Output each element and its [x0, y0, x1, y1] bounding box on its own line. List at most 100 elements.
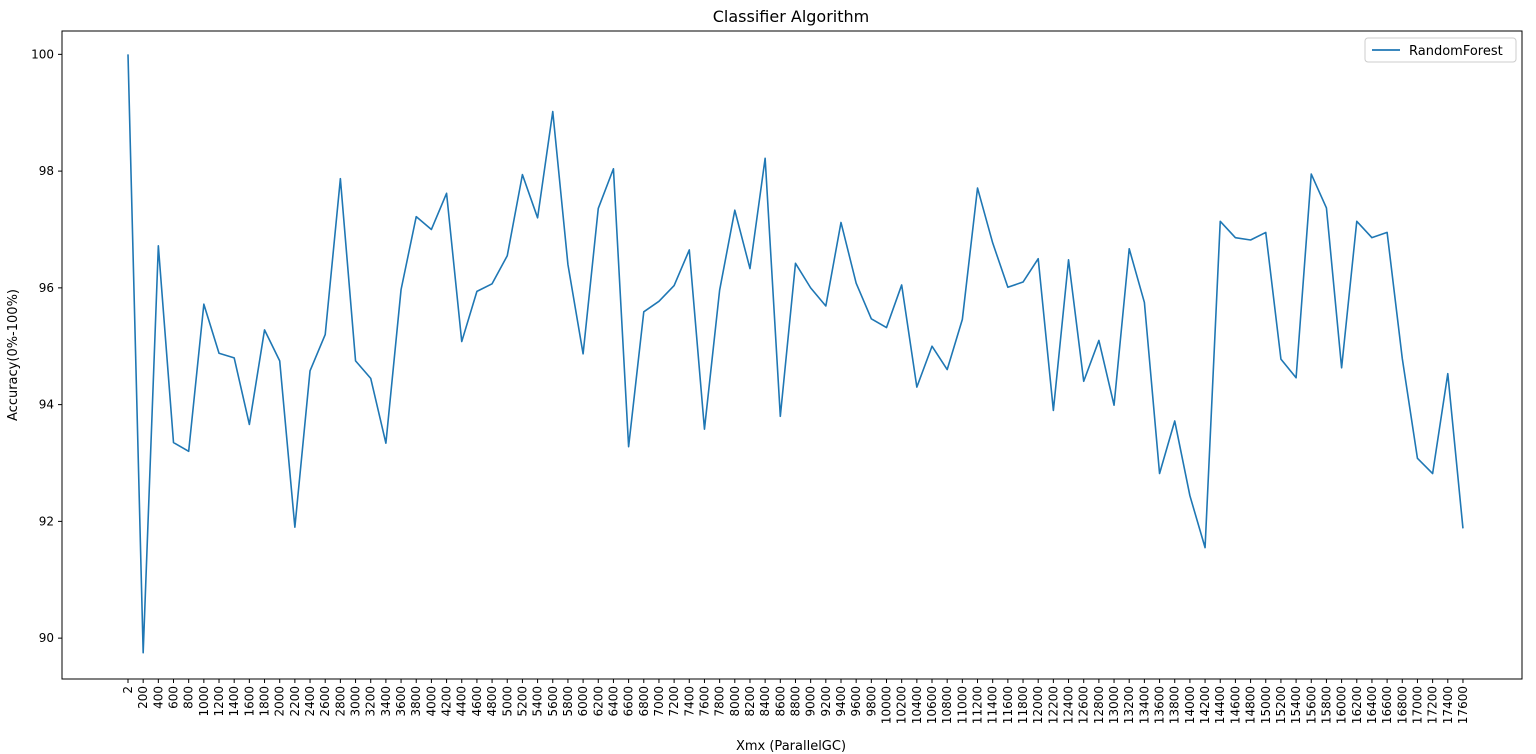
x-tick-label: 5400 [531, 686, 545, 717]
x-tick-label: 14200 [1198, 686, 1212, 724]
x-tick-label: 6000 [576, 686, 590, 717]
x-tick-label: 7000 [652, 686, 666, 717]
x-tick-label: 15800 [1319, 686, 1333, 724]
x-tick-label: 3000 [349, 686, 363, 717]
x-tick-label: 5000 [500, 686, 514, 717]
y-tick-label: 92 [39, 514, 54, 528]
x-tick-label: 14000 [1183, 686, 1197, 724]
x-tick-label: 12600 [1077, 686, 1091, 724]
x-tick-label: 9600 [849, 686, 863, 717]
x-tick-label: 10400 [910, 686, 924, 724]
x-tick-label: 12000 [1031, 686, 1045, 724]
y-axis: 90 92 94 96 98 100 [31, 47, 62, 645]
x-tick-label: 1200 [212, 686, 226, 717]
x-tick-label: 5800 [561, 686, 575, 717]
x-tick-label: 7400 [682, 686, 696, 717]
x-tick-label: 17200 [1426, 686, 1440, 724]
x-tick-label: 4800 [485, 686, 499, 717]
x-tick-label: 2600 [318, 686, 332, 717]
x-tick-label: 4200 [440, 686, 454, 717]
y-axis-title: Accuracy(0%-100%) [6, 289, 21, 421]
x-tick-label: 2800 [333, 686, 347, 717]
x-tick-label: 3800 [409, 686, 423, 717]
x-tick-label: 10800 [940, 686, 954, 724]
legend-label: RandomForest [1409, 44, 1503, 59]
x-tick-label: 2400 [303, 686, 317, 717]
x-tick-label: 13600 [1153, 686, 1167, 724]
x-tick-label: 16800 [1395, 686, 1409, 724]
x-tick-label: 3600 [394, 686, 408, 717]
x-tick-label: 2 [121, 686, 135, 694]
x-tick-label: 11600 [1001, 686, 1015, 724]
x-tick-label: 600 [167, 686, 181, 709]
x-tick-label: 9400 [834, 686, 848, 717]
x-tick-label: 11000 [955, 686, 969, 724]
x-tick-label: 15200 [1274, 686, 1288, 724]
x-tick-label: 6800 [637, 686, 651, 717]
x-tick-label: 400 [151, 686, 165, 709]
x-tick-label: 3200 [364, 686, 378, 717]
x-tick-label: 11400 [986, 686, 1000, 724]
x-tick-label: 16200 [1350, 686, 1364, 724]
x-axis-title: Xmx (ParallelGC) [736, 739, 846, 754]
x-tick-label: 8200 [743, 686, 757, 717]
x-tick-label: 1600 [242, 686, 256, 717]
x-tick-label: 17400 [1441, 686, 1455, 724]
x-tick-label: 16400 [1365, 686, 1379, 724]
x-tick-label: 7200 [667, 686, 681, 717]
x-tick-label: 13800 [1168, 686, 1182, 724]
x-tick-label: 12800 [1092, 686, 1106, 724]
x-tick-label: 5200 [515, 686, 529, 717]
x-tick-label: 2200 [288, 686, 302, 717]
x-tick-label: 6600 [622, 686, 636, 717]
x-tick-label: 13200 [1122, 686, 1136, 724]
x-tick-label: 800 [182, 686, 196, 709]
chart-title: Classifier Algorithm [713, 7, 869, 26]
x-tick-label: 17000 [1410, 686, 1424, 724]
x-tick-label: 1000 [197, 686, 211, 717]
x-tick-label: 2000 [273, 686, 287, 717]
x-tick-label: 10600 [925, 686, 939, 724]
x-tick-label: 13000 [1107, 686, 1121, 724]
x-tick-label: 15000 [1259, 686, 1273, 724]
x-tick-label: 6200 [591, 686, 605, 717]
x-tick-label: 9000 [804, 686, 818, 717]
x-tick-label: 16000 [1335, 686, 1349, 724]
plot-area [61, 30, 1523, 680]
x-tick-label: 13400 [1137, 686, 1151, 724]
x-tick-label: 10000 [880, 686, 894, 724]
x-tick-label: 15600 [1304, 686, 1318, 724]
y-tick-label: 94 [39, 398, 54, 412]
x-tick-label: 8600 [773, 686, 787, 717]
y-tick-label: 98 [39, 164, 54, 178]
x-tick-label: 6400 [606, 686, 620, 717]
x-tick-label: 12200 [1046, 686, 1060, 724]
x-tick-label: 15400 [1289, 686, 1303, 724]
x-tick-label: 17600 [1456, 686, 1470, 724]
x-tick-label: 12400 [1062, 686, 1076, 724]
x-tick-label: 4600 [470, 686, 484, 717]
x-tick-label: 9200 [819, 686, 833, 717]
x-tick-label: 14600 [1228, 686, 1242, 724]
legend-box [1364, 37, 1517, 63]
x-tick-label: 9800 [864, 686, 878, 717]
x-tick-label: 5600 [546, 686, 560, 717]
x-tick-label: 8800 [788, 686, 802, 717]
x-tick-label: 4400 [455, 686, 469, 717]
legend: RandomForest [1364, 37, 1517, 63]
x-tick-label: 7800 [713, 686, 727, 717]
x-tick-label: 8400 [758, 686, 772, 717]
y-tick-label: 90 [39, 631, 54, 645]
x-tick-label: 10200 [895, 686, 909, 724]
x-tick-label: 16600 [1380, 686, 1394, 724]
y-tick-label: 100 [31, 47, 54, 61]
x-tick-label: 1800 [258, 686, 272, 717]
x-tick-label: 3400 [379, 686, 393, 717]
x-tick-label: 11200 [971, 686, 985, 724]
x-tick-label: 1400 [227, 686, 241, 717]
x-axis: 2 200 400 600 800 1000 1200 1400 1600 1800 2000 220… [121, 679, 1470, 724]
x-tick-label: 7600 [697, 686, 711, 717]
y-tick-label: 96 [39, 281, 54, 295]
x-tick-label: 8000 [728, 686, 742, 717]
